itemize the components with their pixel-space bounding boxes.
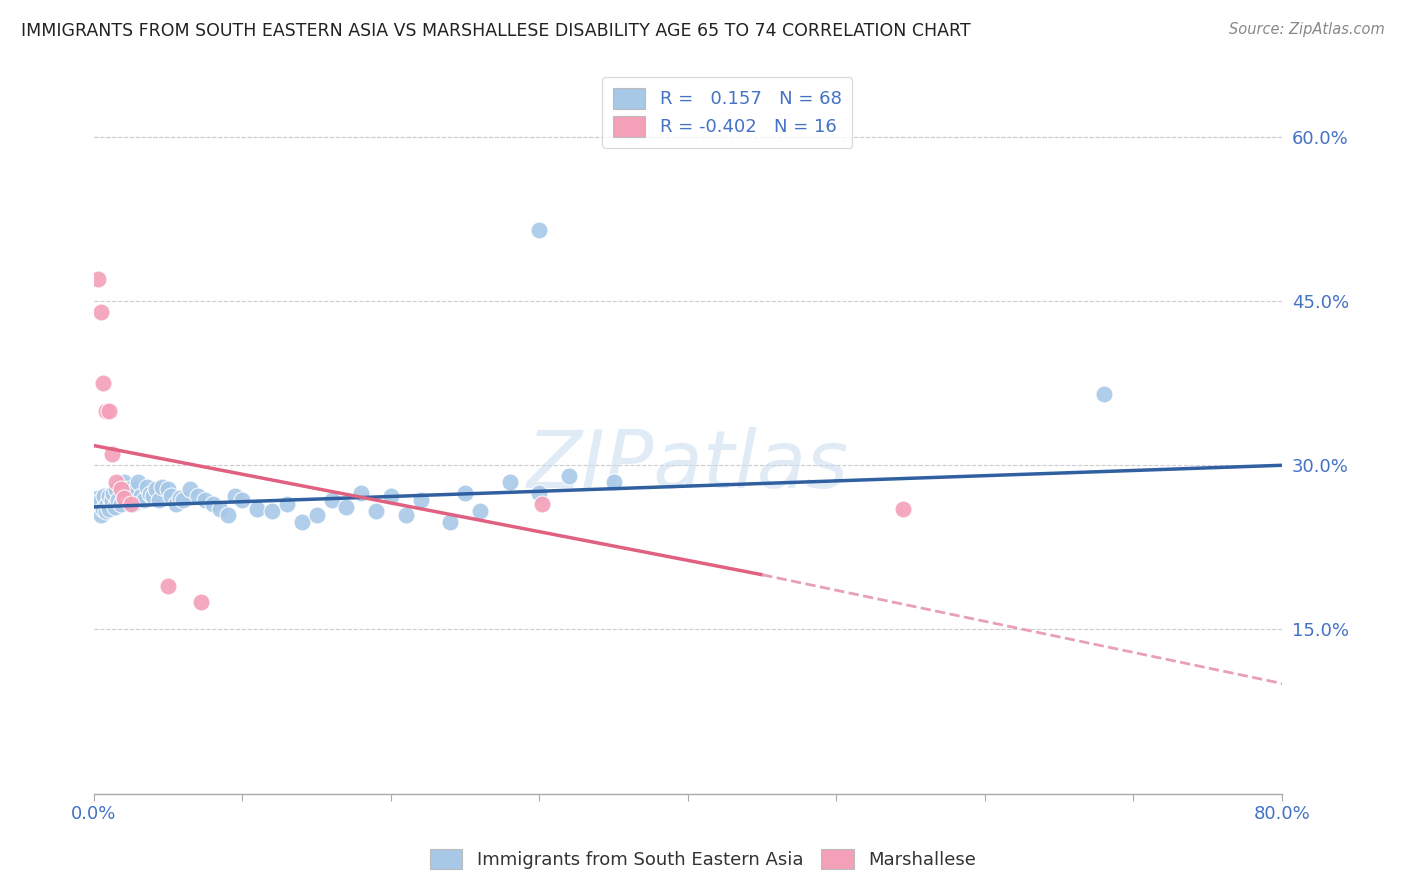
Point (100, 493, 122, 508)
Point (891, 502, 914, 516)
Point (276, 497, 298, 511)
Point (468, 504, 491, 518)
Point (97, 502, 120, 516)
Point (157, 483, 180, 497)
Point (395, 508, 418, 522)
Point (194, 493, 217, 508)
Point (262, 504, 284, 518)
Point (350, 485, 373, 500)
Point (112, 475, 135, 489)
Point (157, 579, 180, 593)
Point (91, 502, 114, 516)
Point (209, 502, 232, 516)
Point (190, 595, 212, 609)
Point (127, 475, 149, 489)
Point (529, 223, 551, 237)
Point (134, 493, 156, 508)
Point (602, 475, 624, 489)
Point (124, 483, 146, 497)
Point (305, 508, 328, 522)
Point (94, 403, 117, 417)
Point (110, 478, 132, 492)
Point (231, 493, 253, 508)
Point (105, 475, 128, 489)
Point (100, 447, 122, 461)
Text: ZIPatlas: ZIPatlas (527, 427, 849, 506)
Point (89, 497, 111, 511)
Point (165, 497, 187, 511)
Point (120, 497, 142, 511)
Point (97, 403, 120, 417)
Point (112, 491, 135, 505)
Point (439, 515, 461, 529)
Point (335, 500, 357, 514)
Point (97, 489, 120, 503)
Point (172, 493, 194, 508)
Point (90, 305, 112, 319)
Legend: Immigrants from South Eastern Asia, Marshallese: Immigrants from South Eastern Asia, Mars… (420, 839, 986, 879)
Point (499, 475, 522, 489)
Point (131, 489, 153, 503)
Text: Source: ZipAtlas.com: Source: ZipAtlas.com (1229, 22, 1385, 37)
Point (103, 485, 125, 500)
Point (118, 493, 141, 508)
Point (120, 489, 142, 503)
Legend: R =   0.157   N = 68, R = -0.402   N = 16: R = 0.157 N = 68, R = -0.402 N = 16 (602, 77, 852, 147)
Point (160, 489, 183, 503)
Point (187, 489, 209, 503)
Point (91, 376, 114, 391)
Point (291, 515, 314, 529)
Point (246, 502, 269, 516)
Point (139, 487, 162, 501)
Point (150, 480, 173, 494)
Point (201, 497, 224, 511)
Point (454, 485, 477, 500)
Point (105, 483, 128, 497)
Point (93, 489, 115, 503)
Point (90, 493, 112, 508)
Point (87, 491, 110, 505)
Point (145, 483, 167, 497)
Point (169, 491, 191, 505)
Point (96, 497, 118, 511)
Point (531, 497, 554, 511)
Text: IMMIGRANTS FROM SOUTH EASTERN ASIA VS MARSHALLESE DISABILITY AGE 65 TO 74 CORREL: IMMIGRANTS FROM SOUTH EASTERN ASIA VS MA… (21, 22, 970, 40)
Point (121, 497, 143, 511)
Point (380, 489, 402, 503)
Point (217, 508, 239, 522)
Point (117, 483, 139, 497)
Point (148, 493, 170, 508)
Point (529, 485, 551, 500)
Point (87, 272, 110, 286)
Point (1092, 387, 1115, 401)
Point (115, 485, 138, 500)
Point (112, 491, 135, 505)
Point (409, 493, 432, 508)
Point (364, 504, 387, 518)
Point (94, 504, 117, 518)
Point (558, 469, 581, 483)
Point (107, 493, 129, 508)
Point (142, 489, 165, 503)
Y-axis label: Disability Age 65 to 74: Disability Age 65 to 74 (0, 335, 8, 541)
Point (136, 480, 159, 494)
Point (321, 493, 343, 508)
Point (110, 497, 132, 511)
Point (179, 483, 201, 497)
Point (90, 508, 112, 522)
Point (104, 500, 127, 514)
Point (110, 483, 132, 497)
Point (224, 489, 246, 503)
